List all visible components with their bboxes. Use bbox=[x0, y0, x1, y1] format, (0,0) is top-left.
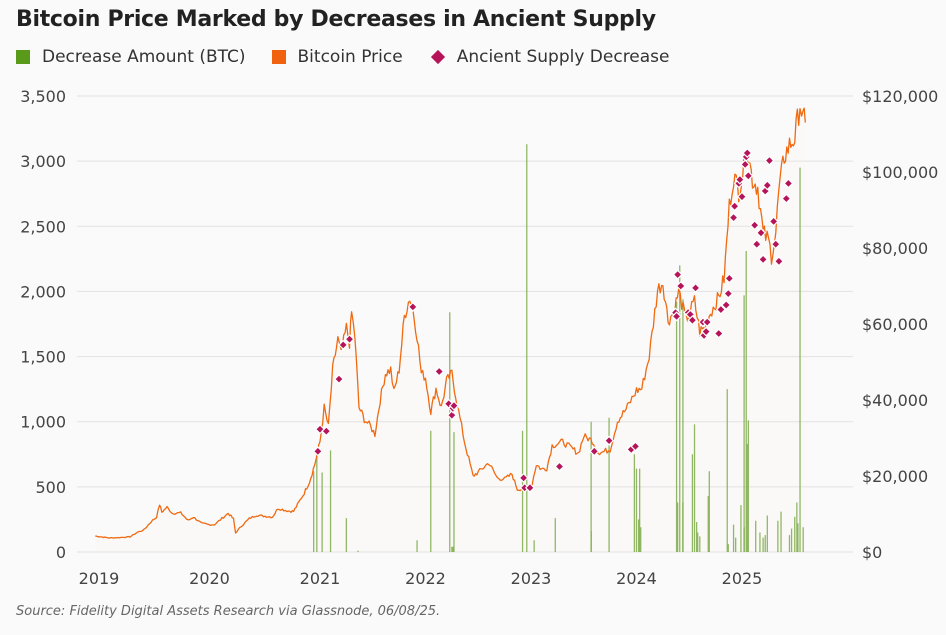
y-left-tick-label: 2,500 bbox=[20, 217, 66, 236]
y-left-tick-label: 3,000 bbox=[20, 152, 66, 171]
y-right-tick-label: $60,000 bbox=[862, 315, 928, 334]
y-right-tick-label: $40,000 bbox=[862, 391, 928, 410]
supply-decrease-marker bbox=[742, 147, 753, 159]
x-tick-label: 2024 bbox=[616, 569, 657, 588]
x-tick-label: 2023 bbox=[511, 569, 552, 588]
supply-decrease-marker bbox=[672, 269, 683, 280]
supply-decrease-marker bbox=[321, 426, 332, 437]
supply-decrease-marker bbox=[671, 311, 682, 322]
orange-square-icon bbox=[271, 50, 286, 64]
supply-decrease-marker bbox=[690, 282, 701, 293]
supply-decrease-marker bbox=[755, 227, 767, 238]
price-area bbox=[95, 108, 806, 552]
supply-decrease-marker bbox=[736, 191, 748, 202]
supply-decrease-marker bbox=[770, 239, 781, 250]
source-note: Source: Fidelity Digital Assets Research… bbox=[16, 604, 441, 619]
price-area-fill bbox=[95, 108, 806, 552]
supply-decrease-marker bbox=[518, 472, 529, 483]
supply-decrease-marker bbox=[701, 326, 712, 337]
y-right-tick-label: $20,000 bbox=[862, 467, 928, 486]
supply-decrease-marker bbox=[740, 159, 751, 170]
legend-item-ancient-supply-decrease: Ancient Supply Decrease bbox=[429, 47, 670, 67]
y-right-tick-label: $120,000 bbox=[862, 87, 938, 106]
supply-decrease-marker bbox=[729, 201, 740, 212]
legend-item-decrease-amount: Decrease Amount (BTC) bbox=[16, 47, 246, 67]
chart-title: Bitcoin Price Marked by Decreases in Anc… bbox=[16, 7, 656, 32]
supply-decrease-marker bbox=[721, 299, 732, 311]
supply-markers bbox=[312, 147, 794, 493]
supply-decrease-marker bbox=[630, 441, 641, 452]
legend-label: Bitcoin Price bbox=[297, 47, 403, 67]
supply-decrease-marker bbox=[743, 170, 754, 181]
supply-decrease-marker bbox=[749, 220, 760, 231]
supply-decrease-marker bbox=[446, 410, 457, 421]
y-right-tick-label: $80,000 bbox=[862, 239, 928, 258]
supply-decrease-marker bbox=[781, 193, 792, 204]
green-square-icon bbox=[16, 50, 30, 64]
supply-decrease-marker bbox=[764, 155, 775, 166]
legend-item-bitcoin-price: Bitcoin Price bbox=[271, 47, 403, 67]
x-tick-label: 2021 bbox=[300, 569, 341, 588]
y-left-tick-label: 0 bbox=[56, 543, 66, 562]
x-axis: 2019 2020 2021 2022 2023 2024 2025 bbox=[79, 569, 763, 588]
supply-decrease-marker bbox=[751, 239, 762, 250]
supply-decrease-marker bbox=[554, 461, 565, 472]
supply-decrease-marker bbox=[589, 446, 600, 457]
supply-decrease-marker bbox=[312, 446, 323, 457]
supply-decrease-marker bbox=[687, 315, 698, 326]
x-tick-label: 2022 bbox=[405, 569, 446, 588]
legend-label: Ancient Supply Decrease bbox=[456, 47, 670, 67]
y-right-tick-label: $0 bbox=[862, 543, 882, 562]
supply-decrease-marker bbox=[604, 435, 615, 446]
supply-decrease-marker bbox=[448, 400, 460, 411]
supply-decrease-marker bbox=[762, 180, 773, 191]
supply-decrease-marker bbox=[758, 254, 769, 265]
x-tick-label: 2019 bbox=[79, 569, 120, 588]
supply-decrease-marker bbox=[434, 366, 445, 377]
y-axis-left: 0 500 1,000 1,500 2,000 2,500 3,000 3,500 bbox=[20, 87, 66, 562]
supply-decrease-marker bbox=[723, 288, 734, 299]
legend: Decrease Amount (BTC) Bitcoin Price Anci… bbox=[16, 47, 696, 67]
supply-decrease-marker bbox=[524, 482, 535, 493]
supply-decrease-marker bbox=[338, 339, 349, 350]
supply-decrease-marker bbox=[407, 301, 418, 312]
y-right-tick-label: $100,000 bbox=[862, 163, 938, 182]
supply-decrease-marker bbox=[724, 273, 735, 284]
supply-decrease-marker bbox=[715, 304, 726, 315]
x-tick-label: 2025 bbox=[722, 569, 763, 588]
x-tick-label: 2020 bbox=[189, 569, 230, 588]
supply-decrease-marker bbox=[734, 174, 745, 185]
supply-decrease-marker bbox=[773, 256, 784, 267]
legend-label: Decrease Amount (BTC) bbox=[42, 47, 246, 67]
supply-decrease-marker bbox=[768, 216, 779, 227]
y-left-tick-label: 1,500 bbox=[20, 348, 66, 367]
supply-decrease-marker bbox=[344, 334, 355, 345]
supply-decrease-marker bbox=[728, 212, 739, 223]
supply-decrease-marker bbox=[333, 374, 345, 385]
y-left-tick-label: 1,000 bbox=[20, 413, 66, 432]
supply-decrease-marker bbox=[702, 317, 713, 328]
y-left-tick-label: 500 bbox=[35, 478, 66, 497]
supply-decrease-marker bbox=[675, 280, 686, 292]
y-left-tick-label: 2,000 bbox=[20, 282, 66, 301]
y-axis-right: $0 $20,000 $40,000 $60,000 $80,000 $100,000 $1… bbox=[862, 87, 938, 562]
decrease-bars bbox=[313, 144, 804, 552]
y-left-tick-label: 3,500 bbox=[20, 87, 66, 106]
supply-decrease-marker bbox=[713, 328, 724, 339]
supply-decrease-marker bbox=[783, 178, 794, 189]
